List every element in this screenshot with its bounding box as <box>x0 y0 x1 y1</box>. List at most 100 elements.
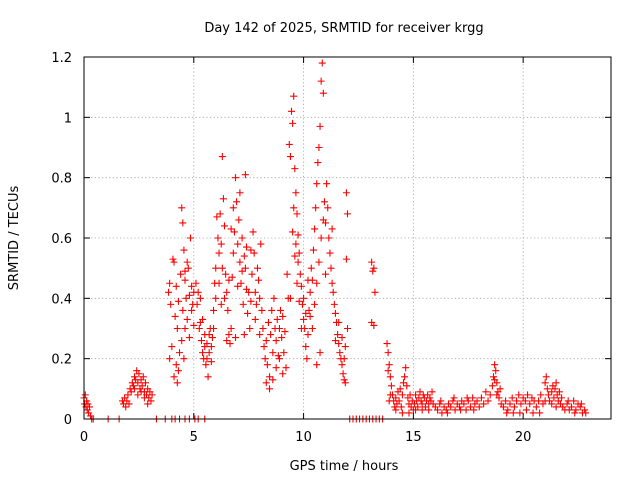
data-point <box>188 282 196 290</box>
data-point <box>139 373 147 381</box>
data-point <box>488 382 496 390</box>
data-point <box>392 394 400 402</box>
data-point <box>486 391 494 399</box>
data-point <box>319 89 327 97</box>
data-point <box>412 406 420 414</box>
data-point <box>223 337 231 345</box>
data-point <box>516 409 524 417</box>
data-point <box>237 279 245 287</box>
data-point <box>369 267 377 275</box>
data-point <box>127 388 135 396</box>
data-point <box>195 325 203 332</box>
data-point <box>313 279 321 287</box>
data-point <box>517 400 525 408</box>
data-point <box>475 403 483 411</box>
data-point <box>330 300 338 308</box>
data-point <box>178 204 186 212</box>
data-point <box>392 406 400 414</box>
data-point <box>336 349 344 357</box>
data-point <box>124 391 132 399</box>
x-tick-label: 10 <box>295 430 312 445</box>
data-point <box>258 306 266 314</box>
data-point <box>240 331 248 339</box>
data-point <box>504 406 512 414</box>
data-point <box>190 321 198 329</box>
data-point <box>295 249 303 257</box>
data-point <box>300 315 308 323</box>
data-point <box>283 270 291 278</box>
data-point <box>134 391 142 399</box>
data-point <box>147 397 155 405</box>
data-point <box>171 312 179 320</box>
data-point <box>555 388 563 396</box>
data-point <box>256 331 264 339</box>
data-point <box>217 300 225 308</box>
data-point <box>341 343 349 351</box>
data-point <box>252 300 260 308</box>
data-point <box>184 264 192 272</box>
data-point <box>122 403 130 411</box>
data-point <box>141 379 149 387</box>
data-point <box>491 376 499 384</box>
data-point <box>140 394 148 402</box>
data-point <box>449 397 457 405</box>
data-point <box>138 382 146 390</box>
data-point <box>290 204 298 212</box>
data-point <box>255 276 263 284</box>
data-point <box>236 258 244 266</box>
data-point <box>460 400 468 408</box>
data-point <box>193 300 201 308</box>
data-point <box>496 385 504 393</box>
data-point <box>297 282 305 290</box>
data-point <box>313 361 321 369</box>
data-point <box>291 165 299 173</box>
data-point <box>174 297 182 305</box>
data-point <box>473 397 481 405</box>
data-point <box>304 331 312 339</box>
data-point <box>173 325 181 332</box>
data-point <box>529 409 537 417</box>
data-point <box>183 315 191 323</box>
data-point <box>368 258 376 266</box>
data-point <box>185 334 193 342</box>
data-point <box>564 397 572 405</box>
data-point <box>490 373 498 381</box>
data-point <box>166 355 174 363</box>
data-point <box>261 355 269 363</box>
data-point <box>492 367 500 375</box>
data-point <box>278 334 286 342</box>
data-point <box>257 240 265 248</box>
data-point <box>251 288 259 296</box>
x-tick-label: 15 <box>405 430 422 445</box>
data-point <box>450 394 458 402</box>
data-point <box>293 279 301 287</box>
data-point <box>477 394 485 402</box>
data-point <box>275 355 283 363</box>
data-point <box>338 334 346 342</box>
data-point <box>218 153 226 161</box>
data-point <box>341 379 349 387</box>
data-point <box>567 403 575 411</box>
data-point <box>275 325 283 332</box>
data-point <box>292 189 300 197</box>
data-point <box>216 210 224 218</box>
data-point <box>323 180 331 188</box>
data-point <box>482 388 490 396</box>
data-point <box>269 349 277 357</box>
data-point <box>428 388 436 396</box>
data-point <box>463 394 471 402</box>
data-point <box>272 337 280 345</box>
data-point <box>214 234 222 242</box>
data-point <box>317 77 325 85</box>
data-point <box>217 240 225 248</box>
data-point <box>370 264 378 272</box>
data-point <box>402 364 410 372</box>
data-point <box>286 153 294 161</box>
data-point <box>387 382 395 390</box>
data-point <box>131 385 139 393</box>
data-point <box>398 409 406 417</box>
data-point <box>266 385 274 393</box>
y-tick-label: 1 <box>64 111 72 126</box>
x-tick-label: 5 <box>190 430 198 445</box>
